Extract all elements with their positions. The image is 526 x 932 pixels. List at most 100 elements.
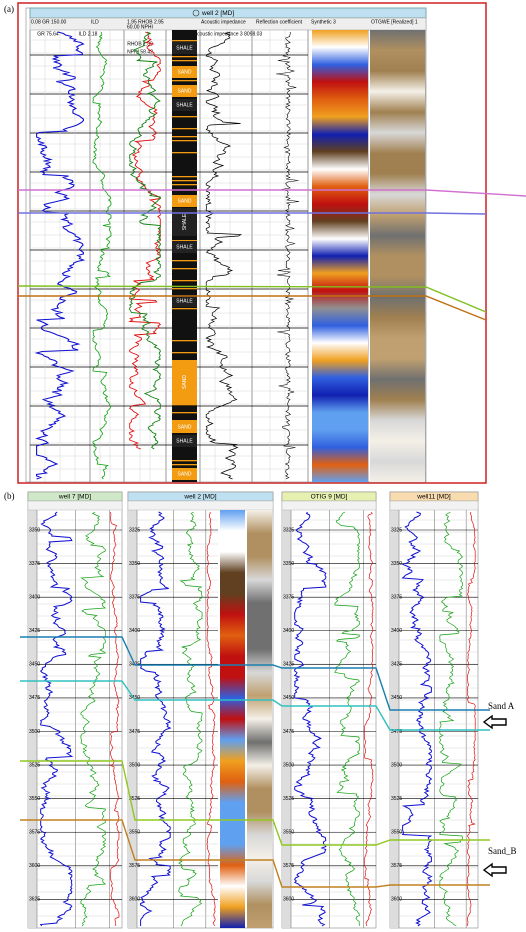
horizon xyxy=(20,680,490,731)
track-header: 60.00 NPHI xyxy=(127,24,153,30)
depth-label: 3475 xyxy=(129,729,140,735)
well-title: OTIG 9 [MD] xyxy=(311,494,348,501)
log-curve xyxy=(206,511,216,927)
horizon xyxy=(20,760,490,846)
depth-label: 3525 xyxy=(391,796,402,802)
litho-stripe xyxy=(172,464,197,466)
well-title: well 7 [MD] xyxy=(58,494,91,501)
litho-stripe xyxy=(172,460,197,462)
litho-stripe xyxy=(172,140,197,142)
annotation: Sand_B xyxy=(488,846,517,856)
litho-label: SAND xyxy=(178,88,192,94)
header-row xyxy=(29,17,427,31)
litho-stripe xyxy=(172,280,197,282)
depth-label: 3400 xyxy=(391,628,402,634)
depth-label: 3450 xyxy=(283,695,294,701)
litho-label: SAND xyxy=(178,69,192,75)
readout: ILD 2.18 xyxy=(79,31,98,37)
log-curve xyxy=(276,31,300,480)
log-curve xyxy=(364,511,374,927)
shale-block xyxy=(172,295,197,307)
panel-label: (b) xyxy=(4,491,15,501)
depth-track xyxy=(282,510,291,928)
depth-label: 3375 xyxy=(283,594,294,600)
litho-stripe xyxy=(172,116,197,118)
depth-label: 3325 xyxy=(283,527,294,533)
log-curve xyxy=(178,511,203,927)
litho-label: SHALE xyxy=(176,298,193,304)
depth-label: 3600 xyxy=(283,897,294,903)
depth-label: 3375 xyxy=(129,594,140,600)
depth-label: 3375 xyxy=(391,594,402,600)
arrow xyxy=(482,862,507,878)
horizon xyxy=(18,212,487,215)
track-header: Synthetic 3 xyxy=(311,19,336,25)
litho-stripe xyxy=(172,184,197,186)
shale-block xyxy=(172,42,197,54)
track-header: ILD xyxy=(91,19,99,25)
log-curve xyxy=(439,511,464,927)
well-icon xyxy=(192,9,200,17)
depth-label: 3525 xyxy=(29,762,40,768)
litho-stripe xyxy=(172,308,197,310)
depth-label: 3400 xyxy=(129,628,140,634)
depth-track xyxy=(128,510,137,928)
depth-track xyxy=(390,510,399,928)
track-header: 1.95 RHOB 2.95 xyxy=(127,19,164,25)
sand-block xyxy=(172,195,197,207)
depth-label: 3350 xyxy=(129,561,140,567)
sand-block xyxy=(172,421,197,433)
track-header: Reflection coefficient xyxy=(256,19,303,25)
depth-label: 3550 xyxy=(29,796,40,802)
litho-label: SAND xyxy=(182,375,188,389)
depth-label: 3525 xyxy=(129,796,140,802)
depth-label: 3475 xyxy=(283,729,294,735)
litho-stripe xyxy=(172,412,197,414)
synthetic-column xyxy=(312,30,368,482)
shale-block xyxy=(172,435,197,447)
log-curve xyxy=(34,31,86,480)
horizon xyxy=(20,636,490,711)
depth-label: 3600 xyxy=(129,897,140,903)
litho-stripe xyxy=(172,60,197,62)
depth-label: 3325 xyxy=(129,527,140,533)
litho-label: SHALE xyxy=(176,244,193,250)
depth-label: 3500 xyxy=(283,762,294,768)
depth-track xyxy=(28,510,37,928)
depth-label: 3575 xyxy=(29,830,40,836)
sand-block xyxy=(172,468,197,480)
sub-header xyxy=(281,500,377,511)
litho-label: SHALE xyxy=(182,213,188,230)
depth-label: 3450 xyxy=(129,695,140,701)
log-curve xyxy=(128,31,162,450)
depth-label: 3425 xyxy=(283,662,294,668)
depth-label: 3425 xyxy=(391,662,402,668)
sub-header xyxy=(27,500,123,511)
otgwe-column xyxy=(247,510,272,928)
log-curve xyxy=(92,31,112,480)
depth-label: 3500 xyxy=(391,762,402,768)
shale-block xyxy=(172,241,197,253)
litho-stripe xyxy=(172,404,197,406)
log-curve xyxy=(80,511,107,927)
sand-block xyxy=(172,66,197,78)
horizon xyxy=(17,285,487,313)
litho-stripe xyxy=(172,240,197,242)
litho-label: SHALE xyxy=(176,102,193,108)
log-curve xyxy=(205,31,243,480)
litho-stripe xyxy=(172,136,197,138)
panel-label: (a) xyxy=(4,4,14,14)
depth-label: 3525 xyxy=(283,796,294,802)
horizon xyxy=(18,295,487,321)
log-curve xyxy=(293,511,327,927)
depth-label: 3475 xyxy=(391,729,402,735)
depth-label: 3400 xyxy=(283,628,294,634)
litho-stripe xyxy=(172,288,197,290)
depth-label: 3575 xyxy=(129,863,140,869)
depth-label: 3625 xyxy=(29,897,40,903)
depth-label: 3550 xyxy=(283,830,294,836)
otgwe-column xyxy=(370,30,425,482)
log-curve xyxy=(334,511,360,926)
litho-stripe xyxy=(172,420,197,422)
depth-label: 3500 xyxy=(129,762,140,768)
